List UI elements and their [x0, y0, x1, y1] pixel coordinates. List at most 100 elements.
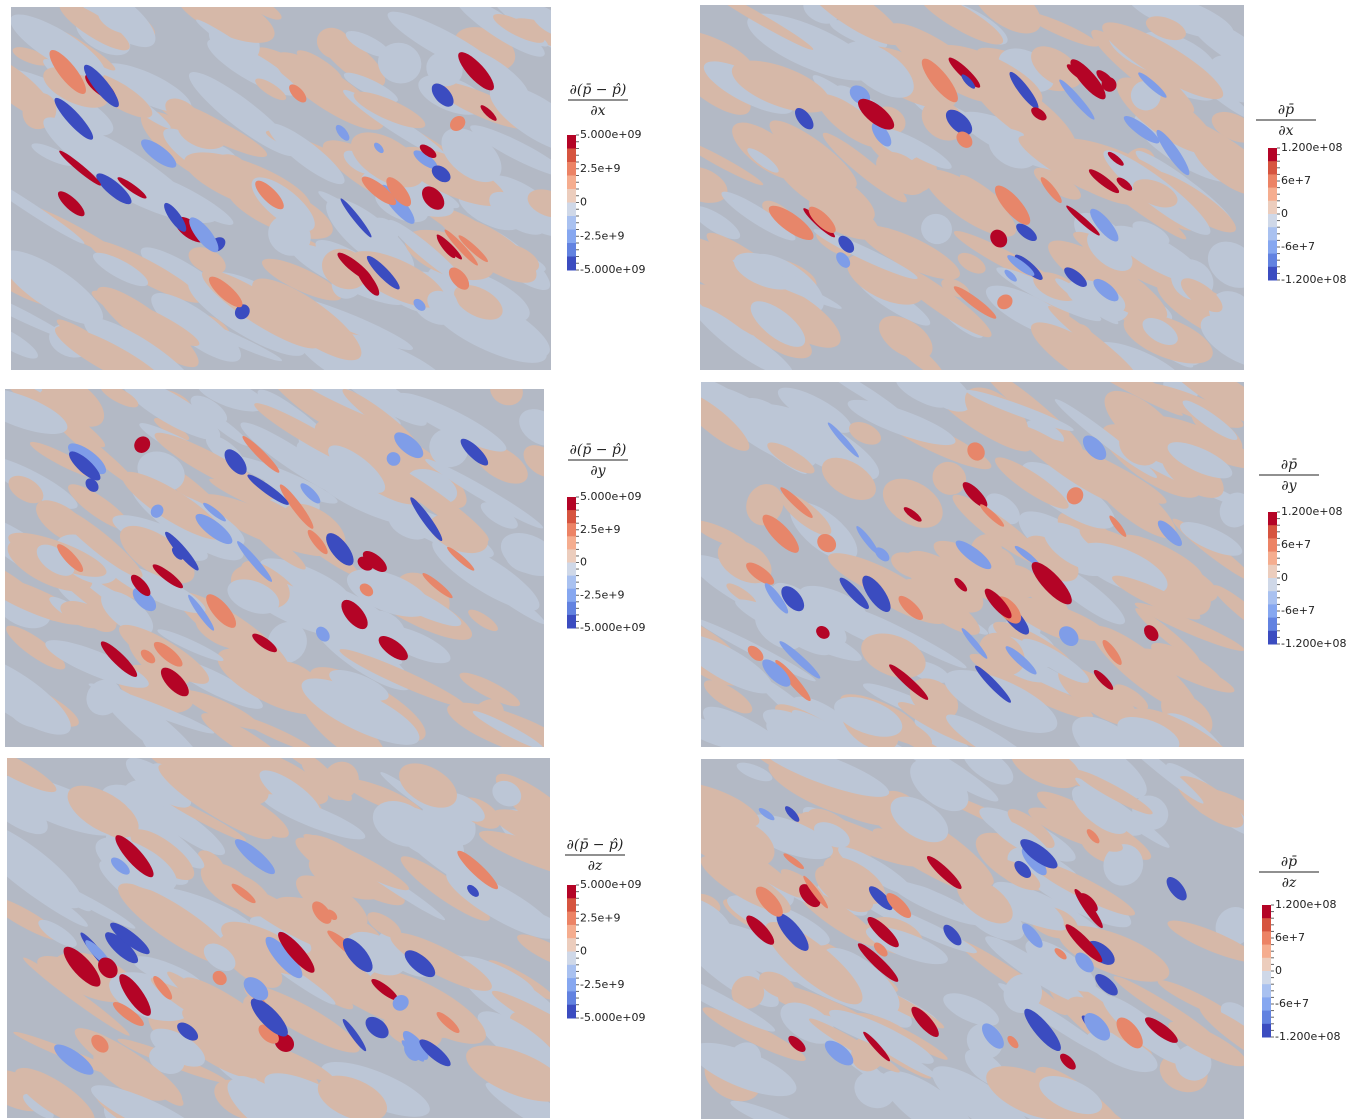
contour-blob: [737, 398, 791, 440]
contour-blob: [933, 44, 1043, 107]
contour-blob: [455, 7, 545, 57]
colorbar-band: [567, 951, 576, 966]
contour-blob: [994, 185, 1031, 225]
contour-blob: [399, 763, 457, 808]
contour-blob: [134, 436, 151, 453]
contour-blob: [105, 932, 139, 964]
colorbar-band: [567, 216, 576, 230]
contour-blob: [700, 206, 741, 240]
contour-blob: [5, 389, 68, 434]
contour-blob: [747, 148, 779, 173]
contour-blob: [1086, 1031, 1158, 1073]
contour-blob: [12, 47, 50, 66]
contour-blob: [816, 625, 830, 639]
contour-blob: [252, 633, 277, 653]
contour-blob: [768, 205, 814, 241]
contour-blob: [762, 514, 799, 553]
contour-blob: [422, 573, 453, 599]
contour-blob: [386, 452, 401, 466]
contour-blob: [817, 534, 837, 553]
colorbar-band: [567, 202, 576, 217]
contour-blob: [953, 286, 997, 319]
contour-blob: [945, 109, 973, 135]
colorbar-tick-label: 1.200e+08: [1275, 898, 1336, 911]
colorbar-band: [1262, 1023, 1271, 1038]
contour-blob: [964, 387, 1029, 443]
contour-blob: [813, 822, 850, 848]
contour-blob: [701, 966, 776, 1032]
contour-blob: [100, 389, 139, 408]
contour-blob: [1059, 79, 1095, 120]
colorbar-band: [567, 964, 576, 979]
colorbar-band: [1268, 240, 1277, 255]
contour-blob: [329, 669, 389, 701]
contour-blob: [154, 432, 274, 500]
contour-blob: [140, 139, 177, 168]
contour-blob: [296, 875, 368, 929]
contour-blob: [769, 120, 857, 189]
contour-blob: [60, 601, 107, 629]
contour-blob: [731, 976, 765, 1009]
contour-blob: [946, 714, 1046, 747]
contour-blob: [746, 562, 775, 585]
colorbar-title-numerator: ∂(p̄ − p̂): [570, 442, 627, 458]
contour-blob: [987, 547, 1016, 573]
contour-blob: [726, 583, 757, 606]
colorbar-title-denominator: ∂z: [588, 858, 603, 874]
contour-blob: [1007, 1035, 1019, 1049]
contour-blob: [236, 1075, 346, 1118]
contour-blob: [320, 710, 375, 747]
contour-blob: [49, 50, 86, 94]
contour-blob: [821, 457, 876, 500]
contour-blob: [429, 514, 488, 554]
colorbar-title-numerator: ∂(p̄ − p̂): [570, 82, 627, 98]
contour-blob: [1106, 759, 1204, 804]
contour-blob: [388, 219, 466, 285]
colorbar-tick-label: 2.5e+9: [580, 162, 620, 175]
colorbar-band: [1262, 944, 1271, 959]
colorbar-band: [1268, 591, 1277, 605]
contour-blob: [1119, 429, 1160, 466]
colorbar-band: [1268, 564, 1277, 579]
colorbar-tick-label: 0: [1281, 571, 1288, 584]
contour-blob: [747, 645, 764, 661]
contour-blob: [158, 763, 273, 840]
contour-field: [701, 759, 1244, 1119]
contour-blob: [1016, 223, 1037, 242]
contour-blob: [314, 420, 423, 505]
contour-blob: [8, 475, 44, 504]
contour-blob: [957, 252, 986, 274]
contour-blob: [777, 387, 852, 433]
contour-blob: [509, 1011, 550, 1051]
contour-blob: [781, 586, 805, 612]
contour-blob: [11, 170, 85, 244]
contour-blob: [1102, 22, 1224, 100]
contour-blob: [824, 1040, 854, 1066]
contour-blob: [457, 850, 499, 890]
contour-blob: [1142, 317, 1178, 346]
contour-blob: [1071, 786, 1128, 835]
contour-blob: [700, 284, 783, 340]
contour-blob: [356, 266, 380, 296]
contour-blob: [981, 1023, 1004, 1049]
contour-blob: [459, 672, 521, 707]
contour-blob: [919, 1100, 964, 1119]
contour-blob: [1200, 315, 1244, 368]
contour-blob: [827, 422, 859, 458]
contour-blob: [1180, 522, 1243, 556]
contour-blob: [863, 1031, 891, 1062]
colorbar-band: [567, 562, 576, 577]
contour-blob: [496, 243, 540, 273]
contour-blob: [711, 319, 794, 370]
contour-blob: [1186, 119, 1244, 170]
contour-blob: [1086, 829, 1100, 844]
contour-blob: [468, 609, 498, 632]
contour-blob: [410, 497, 443, 542]
contour-blob: [388, 509, 429, 540]
contour-blob: [54, 326, 168, 370]
contour-blob: [425, 458, 544, 529]
contour-blob: [903, 507, 922, 522]
contour-blob: [896, 382, 948, 408]
colorbar-tick-label: -5.000e+09: [580, 621, 645, 634]
contour-field: [7, 758, 550, 1118]
